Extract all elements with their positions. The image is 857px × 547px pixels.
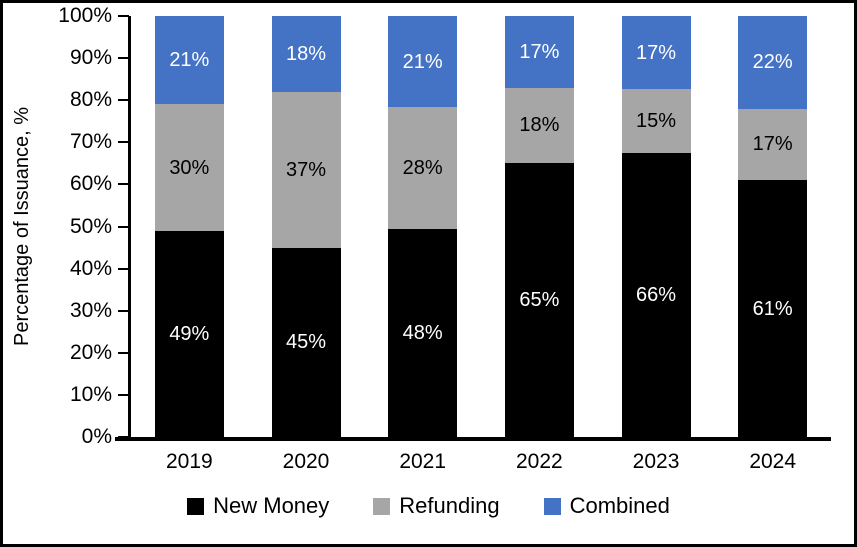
segment-data-label: 17%	[636, 41, 677, 64]
segment-data-label: 18%	[519, 114, 560, 137]
bar-2021: 48% 28% 21%	[388, 16, 458, 437]
y-tick-mark	[118, 99, 129, 102]
bar-segment-refunding: 37%	[271, 91, 341, 248]
bar-2024: 61% 17% 22%	[738, 16, 808, 437]
y-tick-mark	[118, 351, 129, 354]
legend-marker-icon	[373, 497, 391, 515]
bar-segment-new-money: 65%	[504, 163, 574, 437]
y-tick-label: 40%	[69, 256, 112, 280]
bar-segment-refunding: 18%	[504, 87, 574, 164]
y-tick-label: 60%	[69, 172, 112, 196]
y-tick-label: 70%	[69, 130, 112, 154]
bar-segment-new-money: 45%	[271, 247, 341, 437]
y-tick-mark	[118, 225, 129, 228]
bar-segment-combined: 21%	[388, 16, 458, 108]
x-axis-label-2022: 2022	[515, 450, 563, 473]
segment-data-label: 22%	[752, 51, 793, 74]
segment-data-label: 17%	[752, 133, 793, 156]
bar-2022: 65% 18% 17%	[504, 16, 574, 437]
segment-data-label: 21%	[169, 49, 210, 72]
bar-slot-2023: 66% 15% 17%	[598, 16, 715, 437]
legend-label: New Money	[213, 493, 330, 518]
bar-segment-combined: 17%	[504, 16, 574, 88]
y-tick-label: 20%	[69, 340, 112, 364]
legend-label: Refunding	[399, 493, 500, 518]
plot-area: 49% 30% 21% 45% 37% 18% 48% 28% 21% 65% 18% 17% 66% 1…	[131, 16, 831, 437]
segment-data-label: 28%	[402, 156, 443, 179]
x-axis-label-2023: 2023	[632, 450, 680, 473]
segment-data-label: 66%	[636, 284, 677, 307]
y-tick-label: 30%	[69, 298, 112, 322]
segment-data-label: 49%	[169, 322, 210, 345]
bar-slot-2021: 48% 28% 21%	[364, 16, 481, 437]
segment-data-label: 37%	[285, 158, 327, 181]
bar-segment-refunding: 28%	[388, 107, 458, 229]
y-tick-mark	[118, 183, 129, 186]
bar-segment-combined: 17%	[621, 16, 691, 90]
segment-data-label: 18%	[285, 42, 327, 65]
bar-2023: 66% 15% 17%	[621, 16, 691, 437]
bar-2019: 49% 30% 21%	[154, 16, 224, 437]
bar-segment-combined: 21%	[154, 16, 224, 105]
bar-slot-2019: 49% 30% 21%	[131, 16, 248, 437]
bar-slot-2022: 65% 18% 17%	[481, 16, 598, 437]
y-tick-mark	[118, 393, 129, 396]
bar-segment-refunding: 30%	[154, 104, 224, 231]
y-tick-mark	[118, 309, 129, 312]
segment-data-label: 15%	[636, 110, 677, 133]
y-tick-label: 0%	[81, 425, 112, 448]
bar-segment-combined: 22%	[738, 16, 808, 109]
segment-data-label: 30%	[169, 156, 210, 179]
x-axis-label-2021: 2021	[399, 450, 447, 473]
y-tick-label: 100%	[58, 4, 112, 27]
legend-item-new-money: New Money	[187, 493, 329, 519]
legend-marker-icon	[187, 497, 205, 515]
x-axis-labels: 2019 2020 2021 2022 2023 2024	[131, 450, 831, 474]
y-tick-label: 10%	[69, 382, 112, 406]
x-axis-label-2020: 2020	[282, 450, 330, 473]
segment-data-label: 17%	[519, 40, 560, 63]
bar-slot-2020: 45% 37% 18%	[248, 16, 365, 437]
bar-segment-new-money: 66%	[621, 153, 691, 437]
segment-data-label: 48%	[402, 321, 443, 344]
y-tick-mark	[118, 267, 129, 270]
legend: New Money Refunding Combined	[3, 493, 854, 519]
bar-segment-new-money: 48%	[388, 228, 458, 437]
y-tick-label: 50%	[69, 214, 112, 238]
bar-segment-refunding: 15%	[621, 89, 691, 154]
y-tick-label: 90%	[69, 46, 112, 70]
segment-data-label: 61%	[752, 297, 793, 320]
x-axis-line	[115, 437, 831, 441]
y-tick-mark	[118, 15, 129, 17]
segment-data-label: 65%	[519, 289, 560, 312]
bar-segment-combined: 18%	[271, 16, 341, 92]
y-tick-mark	[118, 57, 129, 60]
bar-segment-refunding: 17%	[738, 108, 808, 181]
legend-marker-icon	[543, 497, 561, 515]
segment-data-label: 21%	[402, 50, 443, 73]
y-tick-mark	[118, 141, 129, 144]
segment-data-label: 45%	[285, 331, 327, 354]
legend-item-combined: Combined	[543, 493, 670, 519]
x-axis-label-2024: 2024	[749, 450, 797, 473]
y-axis-line	[128, 16, 131, 437]
bar-2020: 45% 37% 18%	[271, 16, 341, 437]
bar-slot-2024: 61% 17% 22%	[714, 16, 831, 437]
y-tick-label: 80%	[69, 88, 112, 112]
legend-item-refunding: Refunding	[373, 493, 500, 519]
x-axis-label-2019: 2019	[165, 450, 213, 473]
bar-segment-new-money: 61%	[738, 180, 808, 437]
legend-label: Combined	[569, 493, 670, 518]
bar-segment-new-money: 49%	[154, 230, 224, 437]
